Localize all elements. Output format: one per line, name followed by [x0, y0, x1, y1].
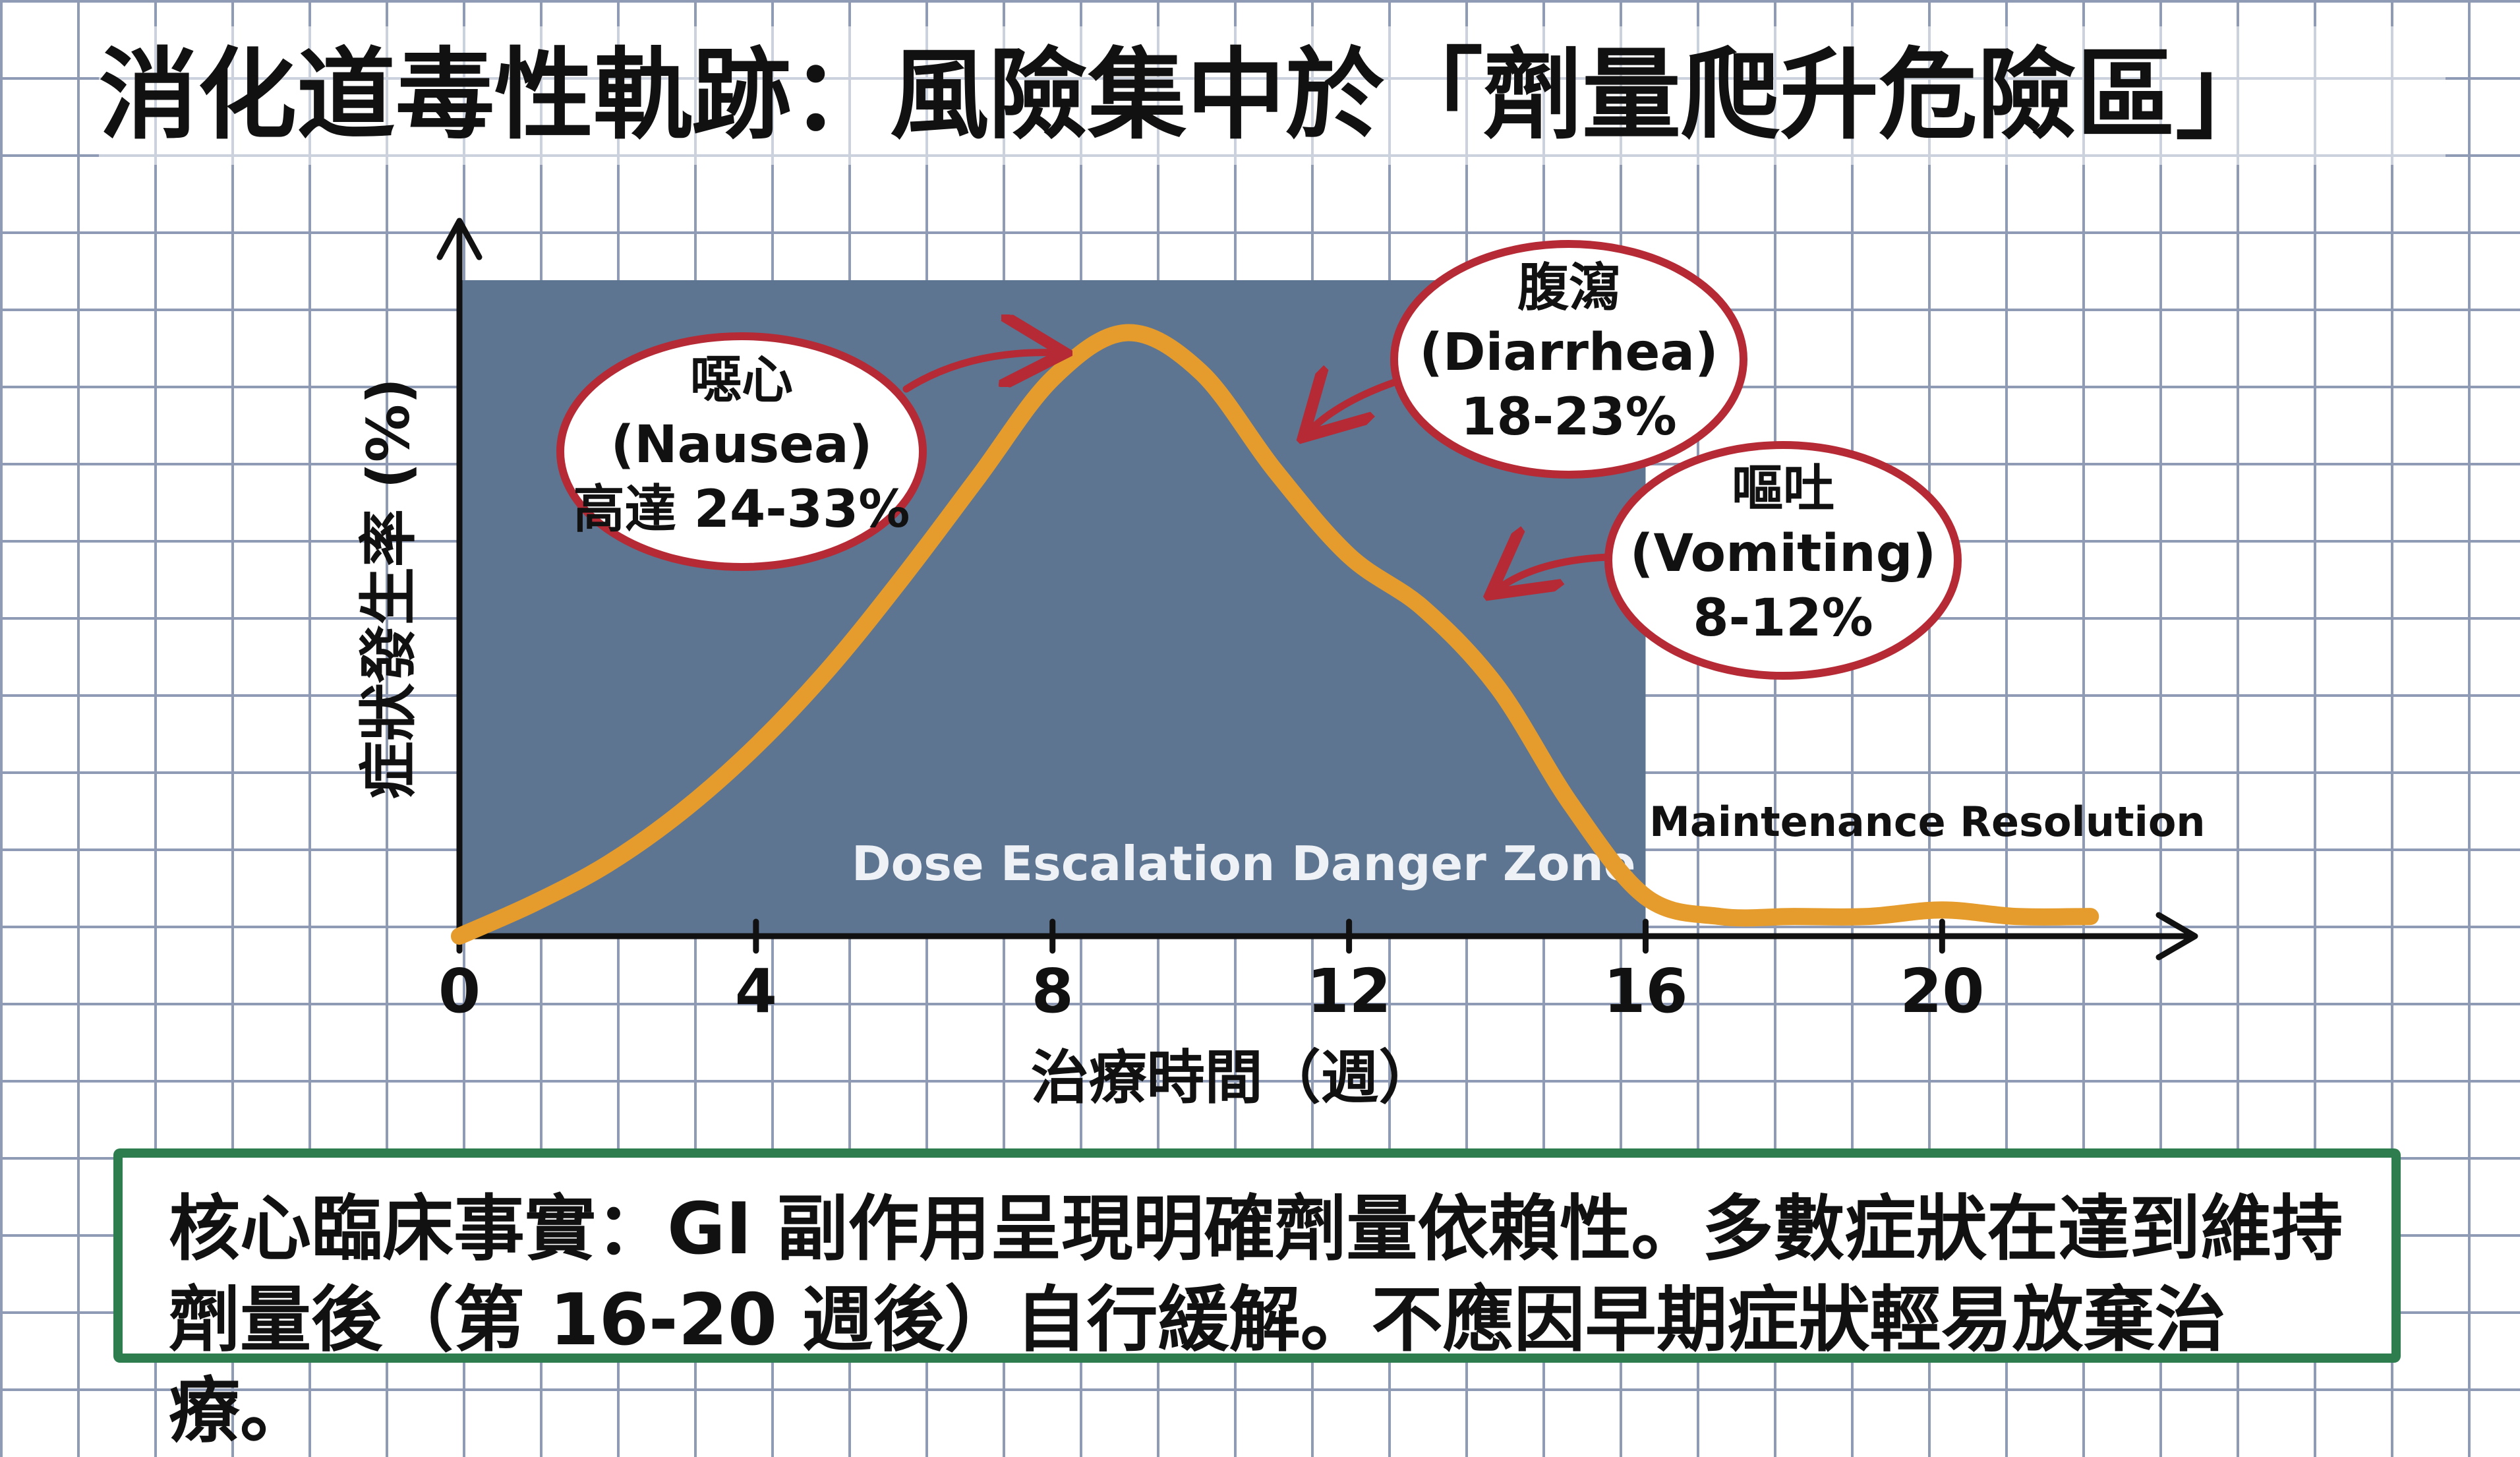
x-tick-label: 0	[438, 956, 481, 1026]
vomiting-text-line-3: 8-12%	[1693, 589, 1873, 648]
nausea-bubble	[556, 332, 927, 571]
x-tick-label: 12	[1307, 956, 1392, 1026]
x-tick-label: 16	[1603, 956, 1687, 1026]
vomiting-arrow	[1496, 557, 1612, 590]
x-axis-arrow	[2155, 912, 2198, 961]
diarrhea-text-line-3: 18-23%	[1461, 388, 1677, 447]
nausea-annotation: 噁心(Nausea)高達 24-33%	[556, 332, 1058, 571]
clinical-fact-box: 核心臨床事實：GI 副作用呈現明確劑量依賴性。多數症狀在達到維持 劑量後（第 1…	[113, 1148, 2401, 1452]
fact-line-2: 劑量後（第 16-20 週後）自行緩解。不應因早期症狀輕易放棄治療。	[169, 1279, 2226, 1452]
x-axis-label: 治療時間（週）	[1031, 1044, 1437, 1112]
diarrhea-annotation: 腹瀉(Diarrhea) 18-23%	[1308, 240, 1747, 479]
x-tick-label: 20	[1900, 956, 1984, 1026]
page-title: 消化道毒性軌跡：風險集中於「劑量爬升危險區」	[99, 26, 2446, 165]
vomiting-text-line-1: 嘔吐	[1732, 460, 1834, 519]
nausea-text-line-1: 噁心	[690, 351, 793, 410]
vomiting-annotation: 嘔吐(Vomiting) 8-12%	[1496, 441, 1962, 680]
x-tick-label: 4	[735, 956, 777, 1026]
nausea-arrow	[902, 353, 1058, 393]
y-axis-arrow	[436, 218, 483, 260]
vomiting-text-line-2: (Vomiting)	[1630, 524, 1936, 583]
nausea-text-line-2: (Nausea)	[611, 415, 873, 475]
x-tick-label: 8	[1032, 956, 1074, 1026]
diarrhea-text-line-2: (Diarrhea)	[1419, 323, 1718, 382]
diarrhea-bubble	[1390, 240, 1747, 479]
diarrhea-arrow	[1308, 382, 1398, 432]
fact-line-1: 核心臨床事實：GI 副作用呈現明確劑量依賴性。多數症狀在達到維持	[169, 1188, 2343, 1270]
maintenance-label: Maintenance Resolution	[1649, 798, 2205, 846]
toxicity-chart: Dose Escalation Danger Zone 0 4 8 12 16 20 治療…	[355, 218, 2206, 1112]
nausea-text-line-3: 高達 24-33%	[573, 480, 910, 539]
diarrhea-text-line-1: 腹瀉	[1517, 258, 1620, 318]
symptom-curve	[451, 324, 2099, 945]
danger-zone-label: Dose Escalation Danger Zone	[852, 836, 1636, 891]
y-axis-label: 症狀發生率 (%)	[355, 378, 423, 799]
